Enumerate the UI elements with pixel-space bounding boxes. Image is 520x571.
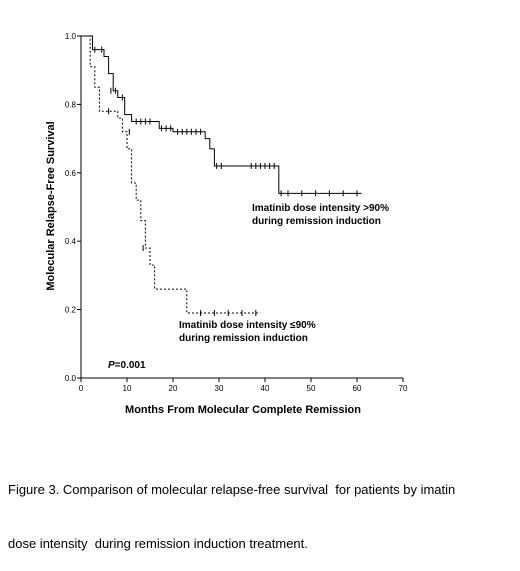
y-tick-label: 0.8: [65, 100, 77, 109]
x-tick-label: 0: [79, 384, 84, 393]
legend-label-low-line1: Imatinib dose intensity ≤90%: [179, 320, 316, 331]
caption-line-2: dose intensity during remission inductio…: [8, 536, 308, 551]
x-tick-label: 20: [169, 384, 178, 393]
survival-curve-low: [81, 35, 261, 314]
legend-label-high-line1: Imatinib dose intensity >90%: [252, 203, 389, 214]
p-value-annotation: P=0.001: [108, 360, 146, 371]
y-tick-label: 0.2: [65, 306, 77, 315]
axes: 0 10 20 30 40 50 60 70 0.0 0.2 0.4 0.6 0.8 1.0: [65, 32, 408, 393]
legend-label-low-line2: during remission induction: [179, 333, 308, 344]
y-tick-label: 0.4: [65, 237, 77, 246]
caption-line-1: Figure 3. Comparison of molecular relaps…: [8, 482, 456, 497]
x-tick-label: 50: [307, 384, 316, 393]
figure-caption: Figure 3. Comparison of molecular relaps…: [8, 445, 520, 571]
x-tick-label: 60: [353, 384, 362, 393]
survival-curve-high: [81, 35, 362, 194]
y-axis-title: Molecular Relapse-Free Survival: [45, 121, 57, 290]
y-tick-label: 0.6: [65, 169, 77, 178]
legend-label-high-line2: during remission induction: [252, 216, 381, 227]
x-tick-label: 10: [123, 384, 132, 393]
y-tick-label: 0.0: [65, 374, 77, 383]
y-tick-label: 1.0: [65, 32, 77, 41]
survival-curves: [81, 35, 362, 317]
x-tick-label: 70: [399, 384, 408, 393]
x-axis-title: Months From Molecular Complete Remission: [125, 404, 361, 416]
x-tick-label: 40: [261, 384, 270, 393]
x-tick-label: 30: [215, 384, 224, 393]
km-chart: 0 10 20 30 40 50 60 70 0.0 0.2 0.4 0.6 0.8 1.0 Molecu…: [45, 32, 408, 416]
